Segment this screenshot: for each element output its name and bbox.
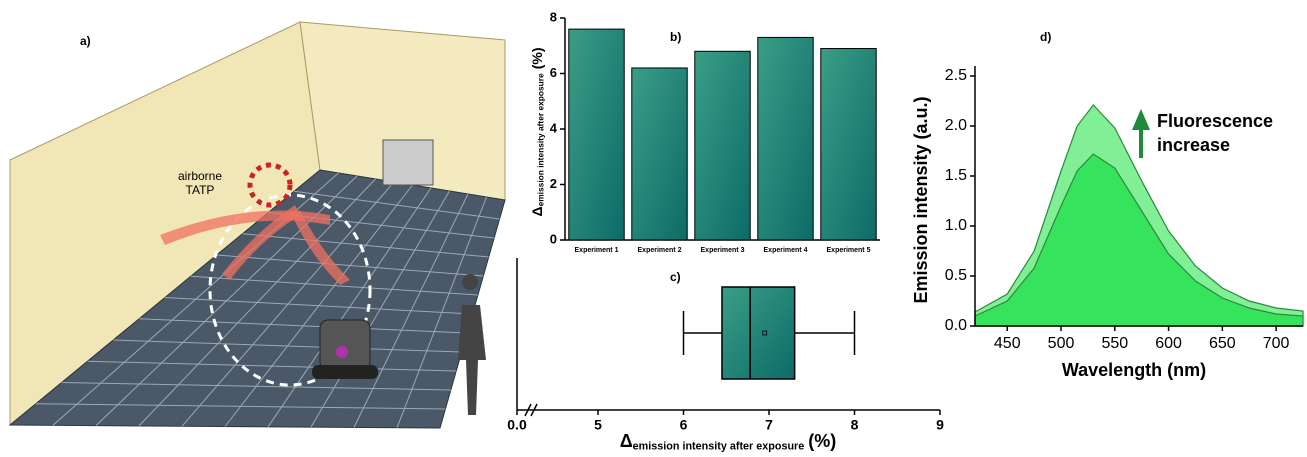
bar (569, 29, 624, 240)
x-tick-label: Experiment 2 (638, 247, 682, 254)
x-tick-label: Experiment 1 (575, 247, 619, 254)
y-tick-label: 4 (550, 120, 558, 135)
y-tick-label: 0.0 (945, 317, 967, 334)
bar (758, 37, 813, 240)
panel-label: c) (670, 270, 681, 284)
x-tick-label: 8 (851, 417, 859, 433)
y-tick-label: 6 (550, 65, 557, 80)
x-tick-label: 550 (1101, 335, 1128, 352)
y-axis-label: Emission intensity (a.u.) (911, 96, 931, 303)
figure: a) airborne TATP b) 0 2 4 6 8 Experiment 1 Expe… (0, 0, 1307, 457)
x-tick-label: Experiment 3 (701, 247, 745, 254)
y-tick-label: 2 (550, 176, 557, 191)
box (722, 287, 795, 379)
y-tick-label: 2.0 (945, 117, 967, 134)
x-tick-label: Experiment 4 (764, 247, 808, 254)
robot-sensor (336, 346, 348, 358)
bar (821, 49, 876, 240)
bar (632, 68, 687, 240)
bar (695, 51, 750, 240)
axis-label: Δemission intensity after exposure(%) (620, 431, 837, 453)
axis-label-unit: (%) (529, 48, 545, 70)
y-tick-label: 0 (550, 231, 557, 246)
y-tick-label: 0.5 (945, 267, 967, 284)
x-tick-label: 600 (1155, 335, 1182, 352)
x-tick-label: 9 (936, 417, 944, 433)
panel-label: d) (1040, 30, 1051, 44)
robot-tracks (312, 365, 378, 379)
x-tick-label: 450 (994, 335, 1021, 352)
axis-label-subscript: emission intensity after exposure (633, 440, 805, 452)
annotation: airborne (178, 169, 222, 183)
axis-label-symbol: Δ (529, 206, 545, 216)
instrument (383, 140, 433, 185)
axis-label-symbol: Δ (620, 431, 633, 451)
x-tick-label: 0.0 (507, 417, 527, 433)
annotation: TATP (186, 183, 215, 197)
annotation-arrow (1135, 114, 1147, 158)
x-tick-label: 650 (1209, 335, 1236, 352)
x-tick-label: 6 (680, 417, 688, 433)
x-tick-label: 5 (594, 417, 602, 433)
axis-label-subscript: emission intensity after exposure (536, 73, 546, 206)
annotation: increase (1157, 135, 1230, 155)
x-axis-label: Wavelength (nm) (1062, 360, 1206, 380)
x-tick-label: 7 (765, 417, 773, 433)
y-tick-label: 1.0 (945, 217, 967, 234)
x-tick-label: Experiment 5 (827, 247, 871, 254)
annotation: Fluorescence (1157, 111, 1273, 131)
robot (320, 320, 370, 370)
panel-label: b) (670, 30, 681, 44)
y-tick-label: 8 (550, 9, 557, 24)
y-tick-label: 2.5 (945, 67, 967, 84)
x-tick-label: 700 (1263, 335, 1290, 352)
x-tick-label: 500 (1048, 335, 1075, 352)
axis-label: Δemission intensity after exposure (%) (529, 48, 546, 217)
scene-illustration: a) airborne TATP (10, 22, 505, 428)
axis-label-unit: (%) (808, 431, 836, 451)
panel-label: a) (80, 34, 91, 48)
y-tick-label: 1.5 (945, 167, 967, 184)
